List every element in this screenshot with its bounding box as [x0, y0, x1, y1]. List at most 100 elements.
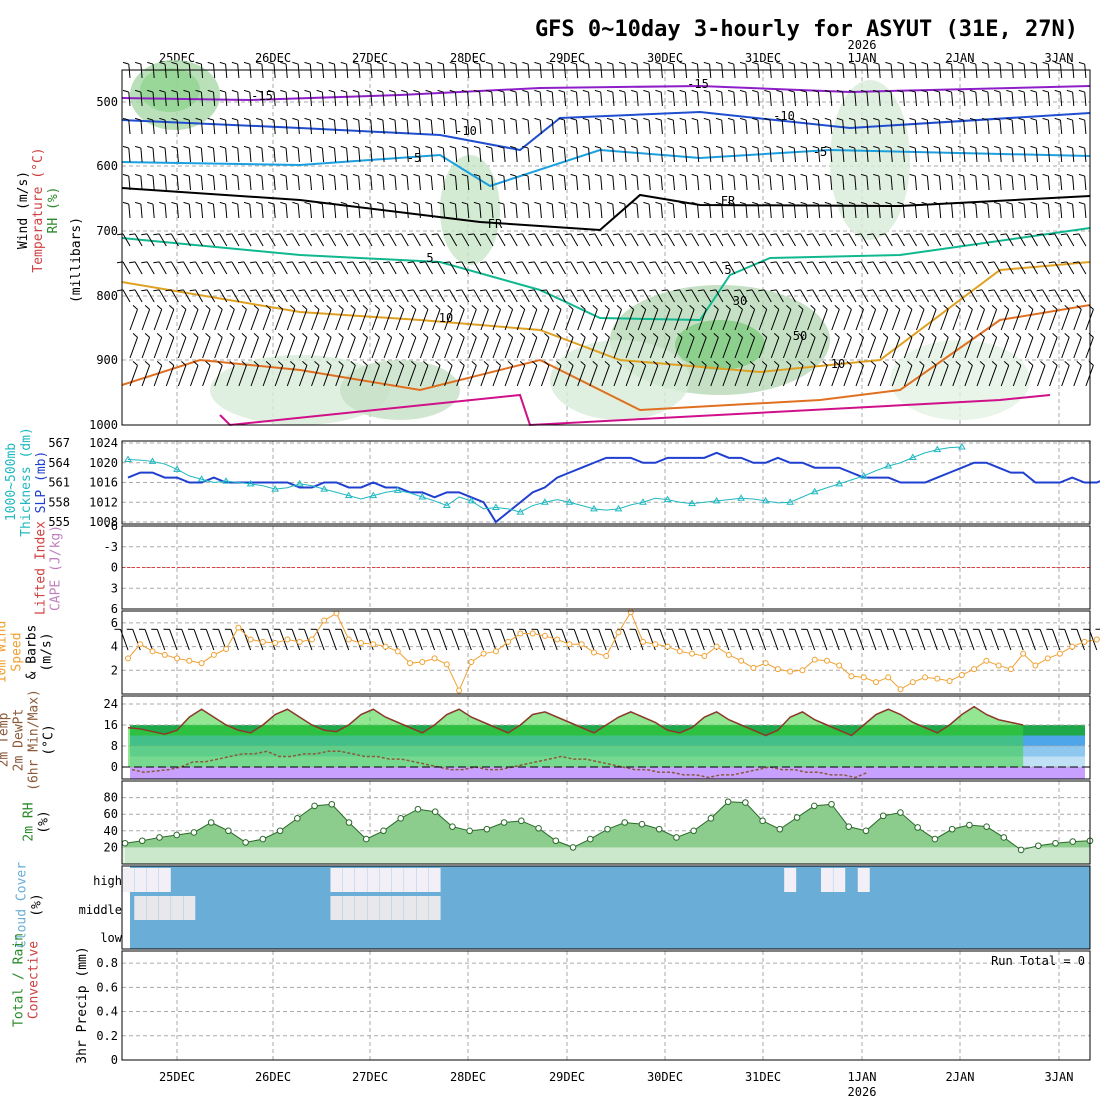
- wind-barb-feather: [725, 332, 731, 338]
- wind-barb: [225, 176, 228, 191]
- wind-barb-feather: [134, 201, 142, 205]
- wind-barb: [660, 148, 663, 163]
- wind-barb: [504, 365, 514, 387]
- wind-barb: [642, 261, 651, 275]
- wind-barb-feather: [1030, 61, 1037, 65]
- wind-barb: [868, 629, 877, 651]
- wind-barb: [323, 365, 332, 387]
- wind-barb-feather: [631, 145, 638, 149]
- wind-barb-feather: [873, 145, 880, 149]
- wind-barb-feather: [507, 304, 513, 310]
- wind-barb: [601, 337, 610, 359]
- wind-barb: [963, 92, 966, 107]
- wind-barb: [183, 261, 191, 275]
- wind-barb-feather: [1066, 89, 1073, 93]
- wind-barb: [734, 309, 743, 331]
- y-tick-label-left: 564: [48, 456, 70, 470]
- wind-barb-feather: [1066, 117, 1073, 121]
- rh-marker: [414, 805, 422, 813]
- wind-speed-marker: [468, 658, 475, 665]
- wind-barb: [225, 120, 228, 135]
- wind-barb: [890, 64, 893, 79]
- wind-barb: [285, 64, 288, 79]
- isotherm-line: [121, 187, 1091, 232]
- wind-barb-feather: [933, 173, 940, 177]
- wind-speed-marker: [590, 649, 597, 656]
- wind-barb: [715, 261, 724, 275]
- wind-barb: [565, 337, 574, 359]
- wind-barb: [273, 176, 276, 191]
- wind-barb-feather: [219, 173, 226, 177]
- rh-marker: [1052, 839, 1059, 847]
- wind-barb: [793, 204, 796, 219]
- wind-barb-feather: [280, 173, 287, 177]
- wind-barb-feather: [679, 173, 686, 177]
- wind-barb: [1047, 176, 1051, 191]
- wind-barb-feather: [870, 360, 876, 366]
- wind-barb: [709, 204, 712, 219]
- wind-barb-feather: [628, 304, 634, 310]
- wind-barb: [805, 148, 809, 163]
- wind-barb-feather: [350, 360, 356, 366]
- wind-barb: [594, 233, 603, 247]
- rh-band-low: [122, 847, 1090, 864]
- wind-barb: [921, 233, 930, 247]
- wind-barb-feather: [159, 117, 166, 121]
- wind-speed-marker: [382, 643, 389, 650]
- wind-speed-marker: [247, 636, 254, 643]
- wind-barb: [824, 261, 833, 275]
- wind-barb: [358, 64, 361, 79]
- wind-barb: [467, 176, 470, 191]
- rh-marker: [724, 798, 732, 806]
- wind-barb: [975, 148, 978, 163]
- wind-barb: [479, 92, 482, 107]
- wind-barb: [916, 365, 925, 387]
- wind-barb: [1035, 92, 1038, 107]
- wind-barb: [660, 64, 663, 79]
- wind-barb-feather: [858, 360, 864, 366]
- wind-barb: [527, 64, 530, 79]
- wind-speed-marker: [1056, 650, 1063, 657]
- wind-barb: [1078, 261, 1087, 275]
- wind-barb-feather: [207, 117, 214, 121]
- wind-barb: [890, 92, 893, 107]
- wind-barb-feather: [758, 233, 765, 236]
- wind-barb: [214, 337, 223, 359]
- wind-barb: [600, 204, 603, 219]
- wind-barb-feather: [691, 117, 698, 121]
- wind-barb: [546, 261, 554, 275]
- wind-barb: [745, 64, 748, 79]
- wind-barb: [909, 233, 917, 247]
- wind-barb: [830, 204, 833, 219]
- wind-barb-feather: [691, 201, 698, 205]
- wind-barb-feather: [752, 61, 759, 65]
- wind-barb-feather: [376, 201, 384, 205]
- wind-barb: [418, 64, 421, 79]
- wind-barb-feather: [931, 360, 937, 366]
- thickness-marker: [712, 496, 721, 504]
- wind-barb-feather: [1054, 89, 1061, 93]
- wind-barb: [1084, 204, 1087, 219]
- cloud-high-block: [391, 868, 404, 892]
- wind-barb-feather: [764, 173, 771, 177]
- wind-barb-feather: [262, 233, 269, 236]
- wind-barb-feather: [286, 233, 293, 236]
- wind-barb-feather: [540, 261, 547, 264]
- wind-barb: [250, 309, 259, 331]
- wind-barb-feather: [582, 145, 589, 149]
- wind-barb: [467, 204, 470, 219]
- wind-barb-feather: [1078, 89, 1085, 93]
- thickness-marker: [222, 477, 230, 484]
- wind-barb: [709, 92, 712, 107]
- wind-barb: [425, 289, 433, 303]
- thickness-marker: [124, 455, 132, 462]
- wind-barb-feather: [643, 201, 650, 205]
- wind-barb: [866, 204, 869, 219]
- wind-barb: [674, 337, 683, 359]
- panel-label: (%): [30, 893, 45, 916]
- wind-barb: [648, 92, 651, 107]
- wind-barb-feather: [340, 201, 347, 205]
- wind-barb-feather: [773, 304, 780, 310]
- wind-barb-feather: [471, 304, 477, 310]
- wind-barb-feather: [352, 145, 359, 149]
